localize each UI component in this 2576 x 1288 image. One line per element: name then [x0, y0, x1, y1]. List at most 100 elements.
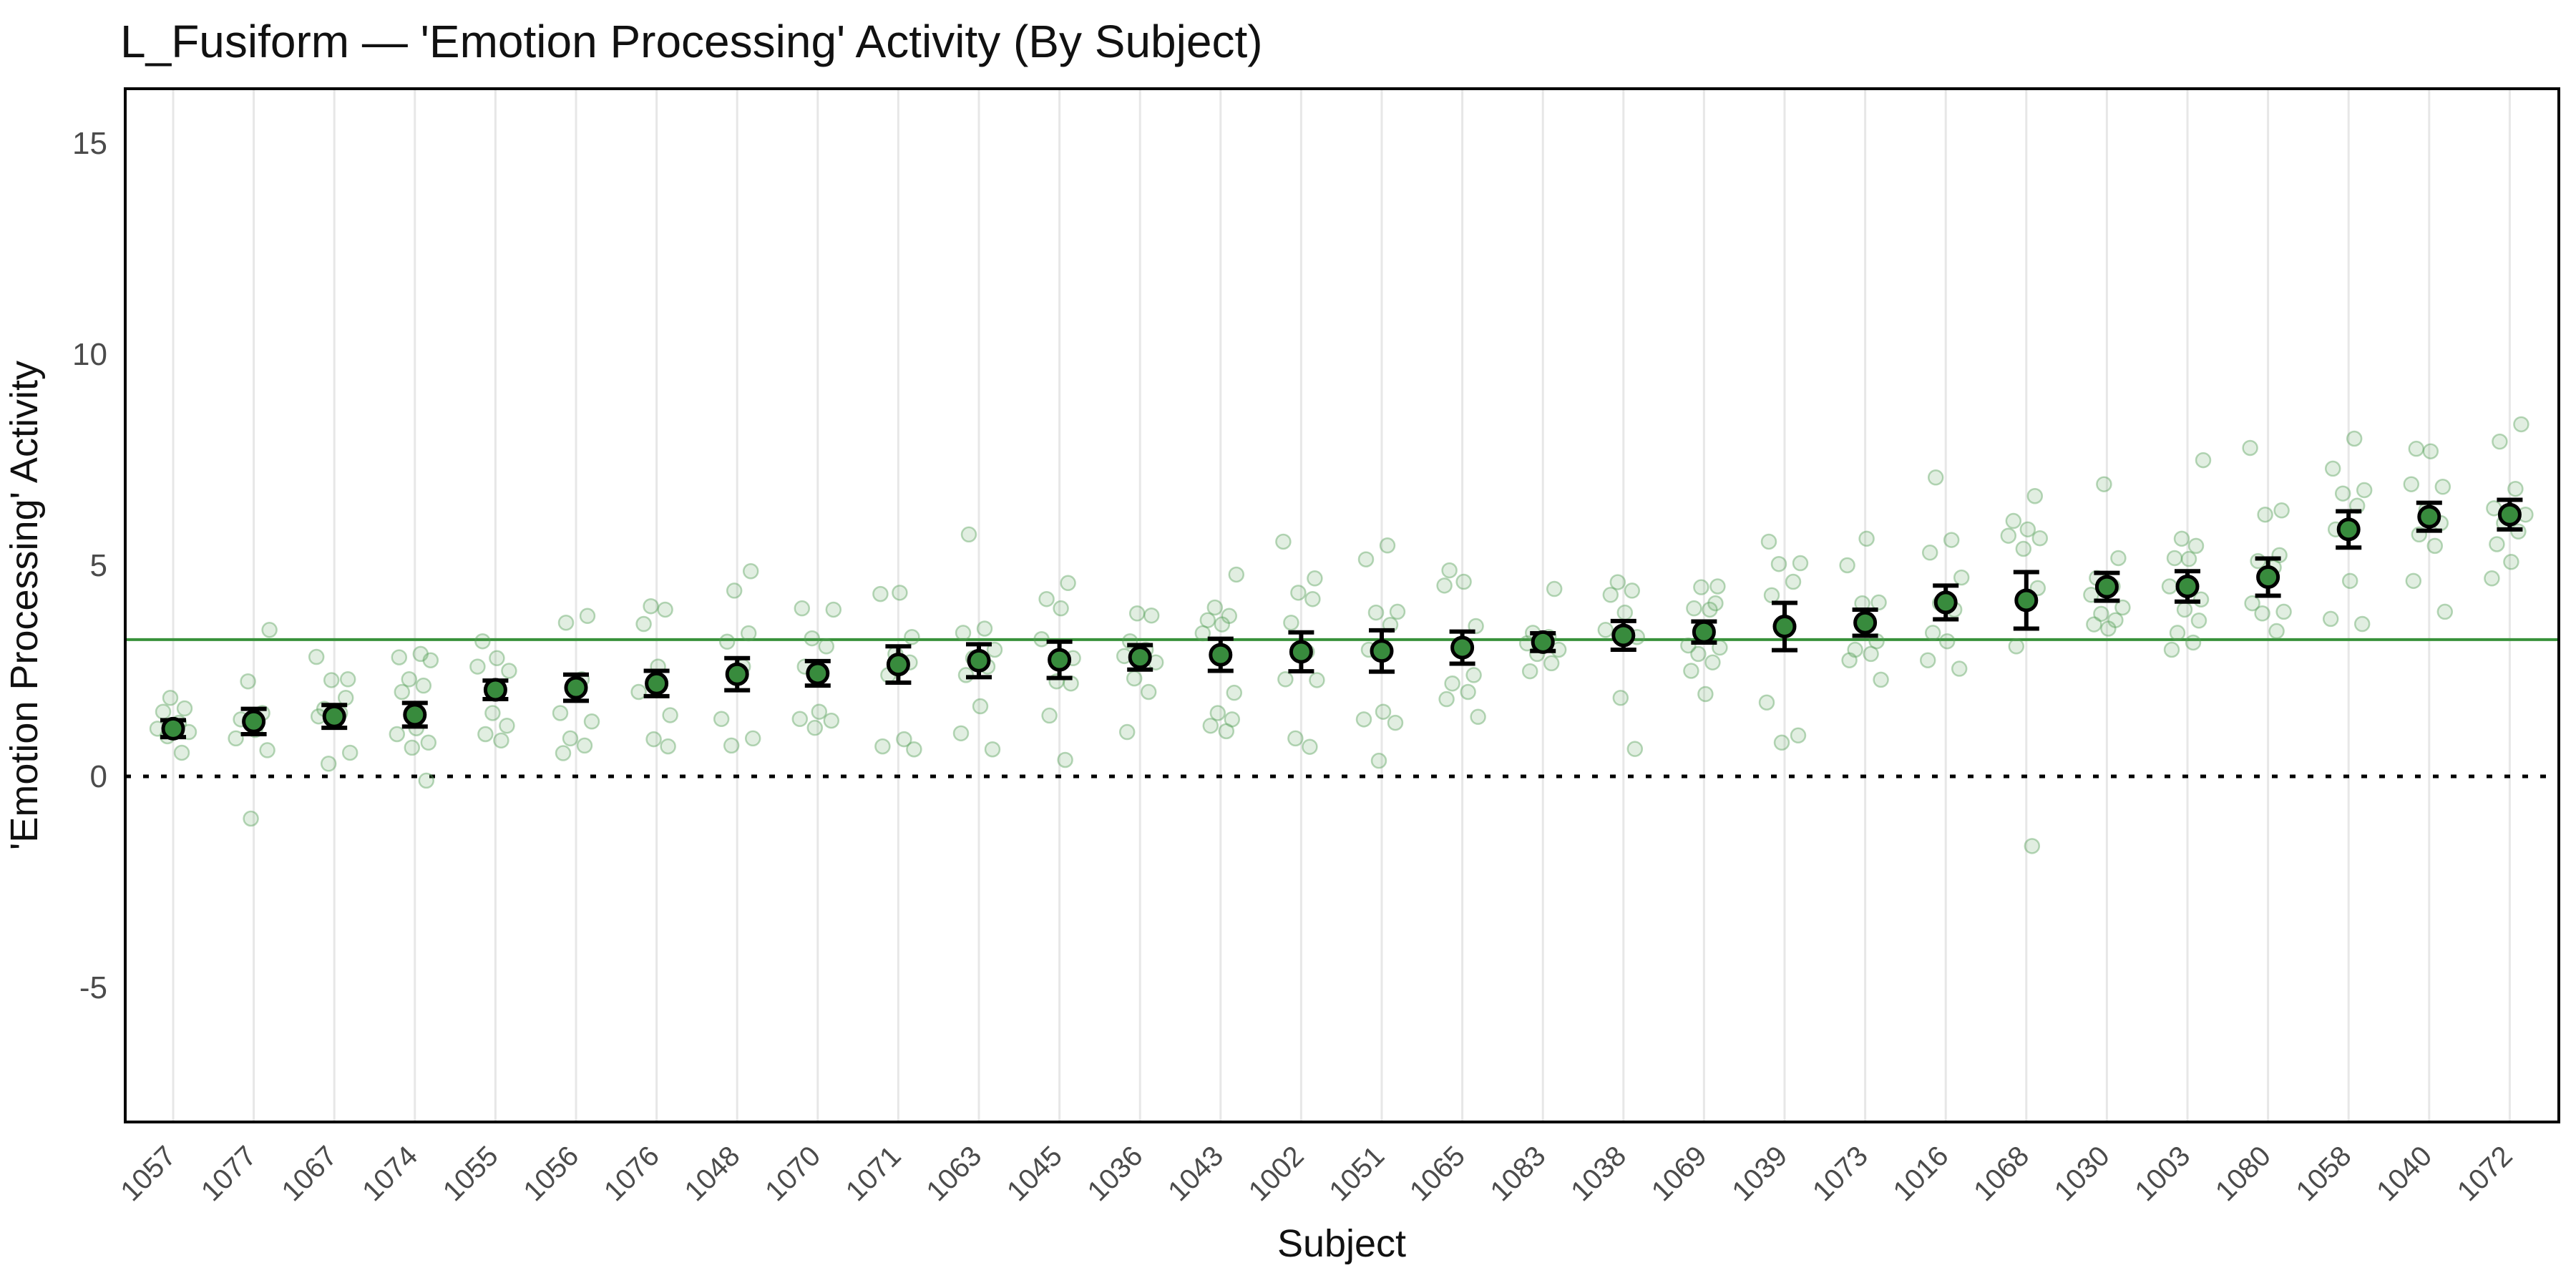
jitter-point — [2008, 638, 2025, 655]
jitter-point — [1209, 705, 1226, 721]
jitter-point — [1707, 595, 1724, 612]
jitter-point — [1387, 714, 1404, 731]
jitter-point — [1228, 566, 1245, 583]
mean-point — [2417, 504, 2441, 529]
jitter-point — [1919, 652, 1936, 668]
jitter-point — [2353, 615, 2371, 633]
jitter-point — [2176, 601, 2193, 618]
jitter-point — [259, 742, 275, 758]
jitter-point — [2273, 502, 2290, 519]
jitter-point — [1199, 612, 1216, 628]
jitter-point — [2489, 536, 2505, 552]
jitter-point — [1140, 683, 1157, 701]
x-tick-label: 1030 — [2049, 1140, 2116, 1207]
jitter-point — [1938, 633, 1956, 650]
jitter-point — [1683, 663, 1699, 679]
jitter-point — [2356, 482, 2373, 499]
y-tick-label: 0 — [90, 759, 107, 794]
jitter-point — [243, 810, 259, 827]
jitter-point — [2187, 537, 2205, 555]
jitter-point — [1226, 684, 1243, 701]
mean-point-layer — [161, 502, 2522, 741]
jitter-point — [2166, 550, 2183, 567]
jitter-point — [1921, 545, 1938, 561]
chart-title: L_Fusiform — 'Emotion Processing' Activi… — [120, 16, 1263, 67]
x-tick-label: 1057 — [114, 1140, 182, 1207]
jitter-point — [713, 711, 730, 728]
jitter-point — [718, 633, 736, 650]
jitter-point — [2024, 838, 2041, 854]
jitter-point — [1355, 711, 1372, 728]
jitter-point — [240, 673, 256, 690]
jitter-point — [228, 730, 244, 747]
x-tick-label: 1056 — [517, 1140, 585, 1207]
jitter-point — [1436, 577, 1453, 594]
jitter-point — [1792, 555, 1809, 572]
x-tick-label: 1071 — [840, 1140, 907, 1207]
jitter-point — [740, 625, 757, 642]
jitter-point — [308, 648, 325, 665]
jitter-point — [2436, 603, 2454, 620]
jitter-point — [2507, 480, 2524, 497]
panel-border — [124, 87, 2560, 1123]
jitter-point — [2031, 530, 2049, 547]
jitter-point — [1224, 711, 1241, 728]
jitter-point — [2100, 620, 2117, 637]
mean-point — [806, 661, 830, 686]
mean-point — [1531, 630, 1555, 654]
jitter-point — [1758, 694, 1775, 711]
mean-point — [967, 648, 991, 673]
jitter-point — [1697, 686, 1714, 703]
jitter-point — [1221, 608, 1238, 625]
jitter-point — [1283, 614, 1299, 631]
jitter-point — [2322, 610, 2339, 628]
jitter-point — [341, 744, 358, 761]
jitter-point — [1470, 708, 1486, 726]
jitter-point — [794, 600, 811, 617]
mean-point — [1209, 643, 1233, 667]
jitter-point — [1624, 582, 1641, 599]
jitter-point — [804, 630, 821, 647]
mean-point — [2175, 575, 2200, 598]
jitter-point — [906, 741, 922, 758]
jitter-point — [1218, 723, 1235, 740]
x-tick-label-layer: 1057 1077 1067 1074 1055 1056 1076 1048 1070 1071… — [114, 1140, 2518, 1207]
jitter-point — [1307, 570, 1323, 587]
jitter-point — [2185, 634, 2202, 651]
jitter-point — [1760, 533, 1777, 550]
x-tick-label: 1069 — [1646, 1140, 1713, 1207]
jitter-point — [2163, 641, 2180, 658]
jitter-point — [391, 649, 408, 665]
jitter-point — [1943, 532, 1960, 548]
jitter-point — [2275, 603, 2292, 620]
jitter-point — [173, 744, 190, 761]
jitter-point — [823, 712, 840, 729]
x-tick-label: 1080 — [2210, 1140, 2277, 1207]
jitter-point — [825, 601, 842, 618]
jitter-point — [1214, 616, 1231, 633]
jitter-point — [872, 585, 889, 602]
jitter-point — [1602, 587, 1619, 603]
jitter-point — [162, 690, 179, 706]
jitter-point — [976, 620, 993, 637]
jitter-point — [1839, 557, 1855, 574]
jitter-point — [2422, 443, 2439, 459]
jitter-point — [2268, 623, 2285, 640]
mean-point — [483, 678, 507, 702]
jitter-point — [1686, 600, 1702, 617]
jitter-point — [422, 652, 439, 668]
jitter-point — [2257, 506, 2273, 523]
x-tick-label: 1016 — [1888, 1140, 1955, 1207]
mean-point — [1048, 648, 1072, 672]
jitter-point — [952, 725, 970, 742]
jitter-point — [1444, 675, 1460, 692]
jitter-point — [562, 730, 579, 747]
jitter-point — [176, 700, 193, 717]
jitter-point — [726, 582, 743, 599]
jitter-point — [320, 756, 337, 772]
mean-point — [1611, 623, 1636, 648]
reference-line-layer — [125, 638, 2559, 779]
jitter-point — [501, 663, 517, 679]
